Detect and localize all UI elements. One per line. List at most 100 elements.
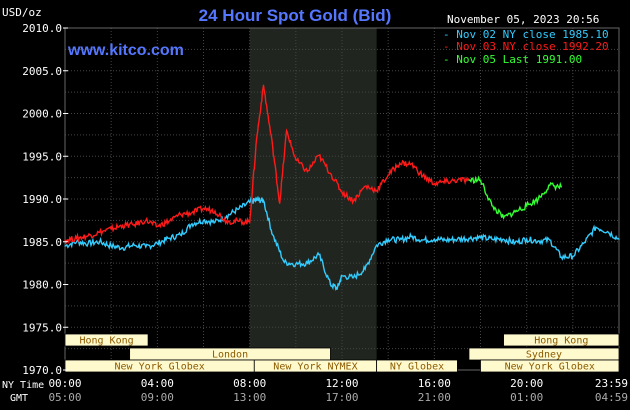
session-label: NY Globex xyxy=(390,362,444,373)
y-tick-label: 2005.0 xyxy=(22,65,62,78)
series-point xyxy=(364,185,366,187)
series-point xyxy=(410,236,412,238)
session-band xyxy=(480,359,620,373)
series-point xyxy=(399,162,401,164)
series-point xyxy=(191,223,193,225)
series-point xyxy=(87,242,89,245)
y-tick-label: 1975.0 xyxy=(22,321,62,334)
x-tick-label-gmt: 04:59 xyxy=(595,391,628,404)
series-point xyxy=(445,181,447,183)
series-point xyxy=(537,240,539,242)
series-point xyxy=(249,201,251,204)
series-point xyxy=(214,210,216,212)
series-point xyxy=(456,179,459,181)
series-point xyxy=(341,275,343,277)
x-tick-label-ny: 00:00 xyxy=(48,377,81,390)
series-point xyxy=(237,220,239,222)
series-point xyxy=(526,205,528,207)
legend-entry-nov03: - Nov 03 NY close 1992.20 xyxy=(443,40,609,53)
series-point xyxy=(279,202,281,204)
series-point xyxy=(618,238,620,240)
series-point xyxy=(445,239,447,241)
x-tick-label-gmt: 09:00 xyxy=(141,391,174,404)
series-point xyxy=(272,147,274,149)
session-label: New York Globex xyxy=(505,362,595,373)
series-point xyxy=(491,238,493,240)
series-point xyxy=(191,212,193,214)
y-axis-labels: 2010.0 2005.0 2000.0 1995.0 1990.0 1985.0 1980… xyxy=(22,22,68,377)
series-point xyxy=(387,174,389,176)
series-point xyxy=(156,225,158,227)
series-point xyxy=(422,175,424,177)
series-point xyxy=(468,237,470,239)
legend: - Nov 02 NY close 1985.10 - Nov 03 NY cl… xyxy=(443,28,609,66)
series-point xyxy=(262,84,265,86)
session-band xyxy=(376,359,458,373)
series-point xyxy=(225,220,228,222)
series-point xyxy=(214,221,216,223)
series-point xyxy=(514,242,516,244)
series-point xyxy=(479,236,482,239)
nymex-session-shade xyxy=(249,28,377,370)
series-point xyxy=(75,241,78,243)
series-point xyxy=(283,261,285,263)
series-point xyxy=(410,163,412,165)
series-point xyxy=(64,245,66,247)
trading-sessions: Hong Kong London New York Globex New York N… xyxy=(64,333,620,373)
series-line xyxy=(64,85,470,245)
series-point xyxy=(75,237,78,239)
series-point xyxy=(262,200,265,202)
series-point xyxy=(122,247,124,249)
y-tick-label: 2000.0 xyxy=(22,108,62,121)
x-tick-label-gmt: 01:00 xyxy=(510,391,543,404)
series-point xyxy=(306,262,308,264)
series-point xyxy=(145,246,147,248)
y-tick-label: 2010.0 xyxy=(22,22,62,35)
watermark: www.kitco.com xyxy=(67,42,184,59)
series-point xyxy=(572,255,574,257)
x-tick-label-ny: 04:00 xyxy=(141,377,174,390)
series-point xyxy=(64,239,66,241)
series-point xyxy=(336,287,338,289)
series-point xyxy=(99,231,101,233)
series-point xyxy=(595,226,597,228)
series-point xyxy=(560,256,562,258)
x-tick-label-gmt: 17:00 xyxy=(325,391,358,404)
series-point xyxy=(306,171,308,173)
session-band xyxy=(503,333,620,347)
series-point xyxy=(549,239,551,241)
series-point xyxy=(87,235,89,237)
legend-entry-nov05: - Nov 05 Last 1991.00 xyxy=(443,53,582,66)
series-point xyxy=(422,239,424,241)
series-point xyxy=(286,130,288,132)
series-point xyxy=(387,238,389,240)
series-point xyxy=(352,277,355,279)
series-point xyxy=(352,200,355,202)
series-point xyxy=(329,283,332,286)
x-tick-label-ny: 20:00 xyxy=(510,377,543,390)
series-point xyxy=(168,237,170,239)
series-point xyxy=(468,179,470,181)
ny-time-label: NY Time xyxy=(2,380,44,391)
series-point xyxy=(549,184,551,186)
price-points xyxy=(64,84,620,289)
series-point xyxy=(491,205,493,207)
x-tick-label-ny: 16:00 xyxy=(418,377,451,390)
series-point xyxy=(145,219,147,221)
y-tick-label: 1985.0 xyxy=(22,236,62,249)
series-point xyxy=(433,183,435,185)
series-point xyxy=(249,221,251,223)
series-point xyxy=(202,207,205,210)
series-point xyxy=(156,242,158,245)
series-point xyxy=(133,244,135,246)
session-label: New York Globex xyxy=(114,362,204,373)
y-tick-label: 1980.0 xyxy=(22,279,62,292)
series-point xyxy=(110,228,112,230)
x-tick-label-gmt: 13:00 xyxy=(233,391,266,404)
series-point xyxy=(168,220,170,222)
series-point xyxy=(272,234,274,236)
session-label: Hong Kong xyxy=(534,336,588,347)
y-tick-label: 1990.0 xyxy=(22,193,62,206)
series-point xyxy=(99,241,101,243)
session-label: New York NYMEX xyxy=(273,362,357,373)
